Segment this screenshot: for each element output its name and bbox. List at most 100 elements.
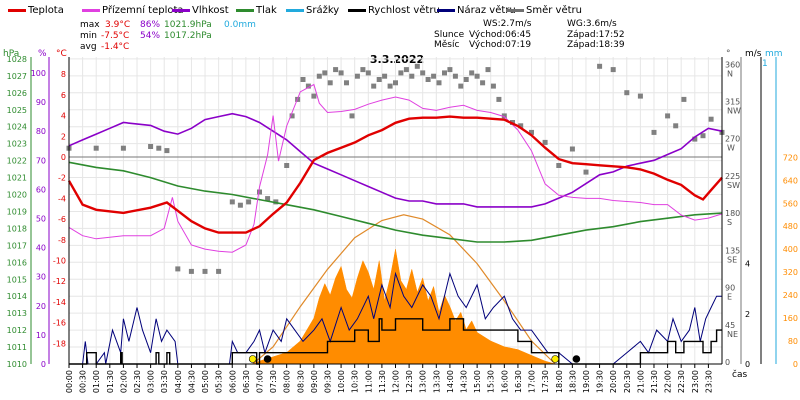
stat-avg-temp: -1.4°C [101,42,129,52]
wind-direction-point [289,113,295,119]
hpa-tick-label: 1019 [7,207,27,216]
pct-tick-label: 40 [36,244,46,253]
wind-direction-point [333,67,339,73]
legend-swatch-tlak [236,9,254,12]
unit-mm: mm [765,49,783,59]
pct-tick-label: 30 [36,273,46,282]
temp-tick-label: -2 [58,174,66,183]
stat-min-label: min [80,31,97,41]
x-tick-label: 08:30 [296,370,305,393]
wind-direction-point [398,70,404,76]
moonset-marker [572,355,581,363]
pct-tick-label: 20 [36,302,46,311]
stat-max-press: 1021.9hPa [164,20,212,30]
wind-direction-point [316,73,322,79]
unit-deg: ° [726,49,731,59]
dir-tick-name: E [727,293,732,302]
solar-tick-label: 720 [783,153,798,162]
stat-max-temp: 3.9°C [105,20,130,30]
wind-direction-series [66,63,725,274]
wind-direction-point [409,73,415,79]
temp-tick-label: -14 [53,298,66,307]
info-moon-label: Měsíc [434,40,459,50]
pct-tick-label: 90 [36,98,46,107]
hpa-tick-label: 1011 [7,343,27,352]
dew-point-line [68,83,723,253]
wind-direction-point [583,169,589,175]
wind-direction-point [597,63,603,69]
x-tick-label: 11:00 [364,370,373,393]
unit-cas: čas [732,369,747,380]
x-tick-label: 16:00 [500,370,509,393]
wind-speed-line [69,318,722,365]
wind-direction-point [651,129,657,135]
solar-tick-label: 160 [783,314,798,323]
wind-direction-point [458,83,464,89]
wind-direction-point [257,189,262,195]
wind-direction-point [708,116,714,122]
wind-direction-point [246,199,252,205]
x-tick-label: 15:00 [473,370,482,393]
legend: Teplota Přízemní teplota Vlhkost Tlak Sr… [8,4,582,16]
x-tick-label: 10:30 [351,370,360,393]
hpa-tick-label: 1027 [7,72,27,81]
wind-direction-point [469,70,475,76]
wind-gust-series [69,271,722,365]
wind-direction-point [463,77,469,82]
legend-swatch-vlhkost [172,9,190,12]
wind-direction-point [344,80,349,86]
x-tick-label: 08:00 [283,370,292,393]
wind-direction-point [229,199,235,205]
info-sun-rise: Východ:06:45 [469,30,531,40]
wind-direction-point [311,93,317,99]
pct-tick-label: 80 [36,127,46,136]
dir-tick-name: W [727,144,735,153]
wind-direction-point [665,113,671,119]
unit-ms: m/s [745,49,762,59]
solar-max-series [252,214,556,365]
solar-tick-label: 560 [783,199,798,208]
pct-tick-label: 50 [36,215,46,224]
x-tick-label: 20:00 [609,370,618,393]
dir-tick-label: 270 [725,135,740,144]
info-moon-set: Západ:18:39 [567,40,625,50]
hpa-tick-label: 1028 [7,55,27,64]
wind-direction-point [164,148,170,154]
solar-tick-label: 480 [783,222,798,231]
wind-direction-point [216,268,222,274]
pct-tick-label: 0 [41,360,46,369]
hpa-tick-label: 1012 [7,326,27,335]
pct-tick-label: 60 [36,185,46,194]
x-tick-label: 05:00 [201,370,210,393]
x-tick-label: 17:00 [528,370,537,393]
ms-tick-label: 0 [745,360,750,369]
stats-block: max 3.9°C 86% 1021.9hPa 0.0mm min -7.5°C… [80,20,256,52]
stat-max-rain: 0.0mm [224,20,256,30]
x-tick-label: 00:00 [65,370,74,393]
solar-tick-label: 400 [783,245,798,254]
hpa-tick-label: 1013 [7,309,27,318]
dir-tick-name: SW [727,181,740,190]
solar-tick-label: 80 [788,337,798,346]
wind-direction-point [420,70,426,76]
pressure-series [68,161,723,243]
wind-direction-point [300,77,306,82]
hpa-tick-label: 1023 [7,140,27,149]
wind-direction-point [354,73,360,79]
hpa-tick-label: 1015 [7,275,27,284]
hpa-tick-label: 1026 [7,89,27,98]
wind-direction-point [148,144,154,149]
x-tick-label: 03:00 [147,370,156,393]
x-tick-label: 20:30 [623,370,632,393]
wind-direction-point [305,83,311,89]
wind-direction-point [637,93,643,99]
x-tick-label: 18:00 [555,370,564,393]
axis-units: hPa % °C ° m/s mm čas 1 [3,49,783,380]
wind-direction-point [120,145,126,151]
ms-top-value: 1 [762,59,768,69]
x-tick-label: 07:30 [269,370,278,393]
wind-direction-point [542,139,548,145]
temp-tick-label: -12 [53,277,66,286]
ms-tick-label: 4 [745,260,750,269]
